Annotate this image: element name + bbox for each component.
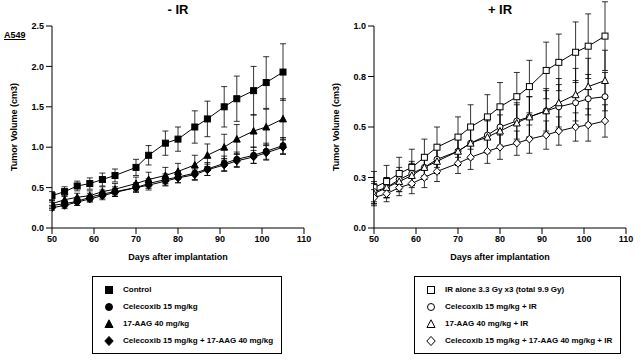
svg-text:80: 80 bbox=[173, 234, 183, 244]
svg-text:70: 70 bbox=[453, 234, 463, 244]
svg-text:0.8: 0.8 bbox=[353, 72, 366, 82]
svg-text:0.3: 0.3 bbox=[353, 173, 366, 183]
svg-text:60: 60 bbox=[411, 234, 421, 244]
svg-text:2.0: 2.0 bbox=[31, 62, 44, 72]
svg-text:110: 110 bbox=[619, 234, 634, 244]
html-text:Celecoxib 15 mg/kg + 17-AAG 40: Celecoxib 15 mg/kg + 17-AAG 40 mg/kg bbox=[123, 336, 274, 345]
svg-text:2.5: 2.5 bbox=[31, 21, 44, 31]
svg-text:Tumor Volume (cm3): Tumor Volume (cm3) bbox=[331, 83, 341, 171]
html-text:Celecoxib 15 mg/kg + 17-AAG 40: Celecoxib 15 mg/kg + 17-AAG 40 mg/kg + I… bbox=[445, 336, 613, 345]
svg-text:1.5: 1.5 bbox=[31, 102, 44, 112]
svg-text:100: 100 bbox=[254, 234, 269, 244]
svg-text:0.5: 0.5 bbox=[353, 122, 366, 132]
svg-text:1.0: 1.0 bbox=[31, 142, 44, 152]
svg-text:Days after implantation: Days after implantation bbox=[128, 252, 228, 262]
html-text:A549: A549 bbox=[4, 30, 26, 40]
html-text:17-AAG 40 mg/kg + IR: 17-AAG 40 mg/kg + IR bbox=[445, 319, 529, 328]
svg-text:60: 60 bbox=[89, 234, 99, 244]
svg-text:Days after implantation: Days after implantation bbox=[450, 252, 550, 262]
html-text:Celecoxib 15 mg/kg + IR: Celecoxib 15 mg/kg + IR bbox=[445, 302, 537, 311]
svg-text:1.0: 1.0 bbox=[353, 21, 366, 31]
svg-text:80: 80 bbox=[495, 234, 505, 244]
svg-text:90: 90 bbox=[537, 234, 547, 244]
svg-text:100: 100 bbox=[576, 234, 591, 244]
svg-text:110: 110 bbox=[297, 234, 312, 244]
html-text:17-AAG 40 mg/kg: 17-AAG 40 mg/kg bbox=[123, 319, 190, 328]
html-text:+ IR: + IR bbox=[487, 2, 513, 17]
svg-text:0.0: 0.0 bbox=[31, 223, 44, 233]
svg-text:70: 70 bbox=[131, 234, 141, 244]
svg-text:0.5: 0.5 bbox=[31, 183, 44, 193]
html-text:- IR: - IR bbox=[167, 2, 189, 17]
svg-text:Tumor Volume (cm3): Tumor Volume (cm3) bbox=[9, 83, 19, 171]
svg-text:90: 90 bbox=[215, 234, 225, 244]
svg-text:50: 50 bbox=[369, 234, 379, 244]
svg-text:0.0: 0.0 bbox=[353, 223, 366, 233]
html-text:Celecoxib 15 mg/kg: Celecoxib 15 mg/kg bbox=[123, 302, 198, 311]
html-text:IR alone 3.3 Gy x3 (total 9.9: IR alone 3.3 Gy x3 (total 9.9 Gy) bbox=[445, 285, 565, 294]
svg-text:50: 50 bbox=[47, 234, 57, 244]
html-text:Control: Control bbox=[123, 285, 152, 294]
